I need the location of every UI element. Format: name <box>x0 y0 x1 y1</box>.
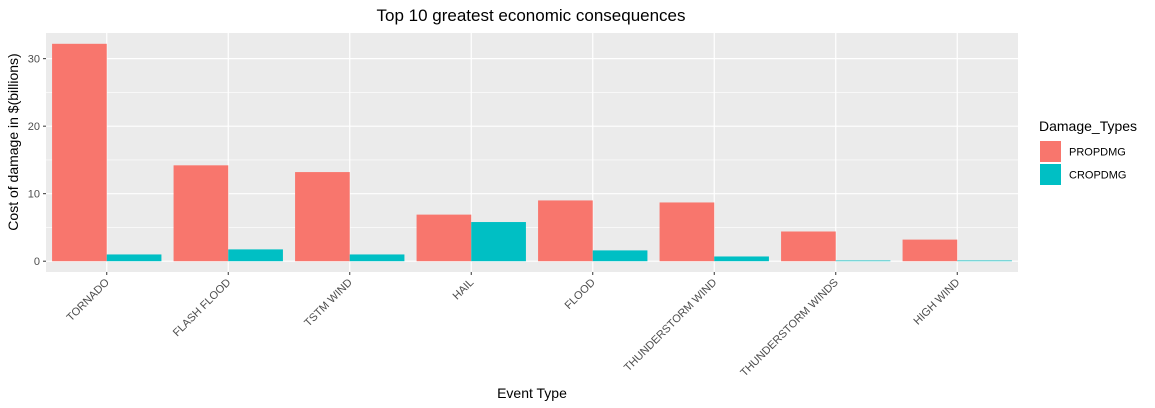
y-tick-label: 30 <box>28 54 40 66</box>
y-tick-label: 0 <box>34 256 40 268</box>
bar-cropdmg-high-wind <box>957 260 1012 262</box>
legend-key-propdmg <box>1040 141 1061 162</box>
bar-propdmg-flash-flood <box>173 165 229 262</box>
bar-propdmg-flood <box>538 200 593 262</box>
bar-propdmg-hail <box>416 214 472 262</box>
legend-title: Damage_Types <box>1039 118 1137 134</box>
legend-key-cropdmg <box>1040 164 1061 185</box>
bar-cropdmg-flash-flood <box>228 249 283 262</box>
bar-propdmg-thunderstorm-winds <box>781 231 836 262</box>
bar-cropdmg-flood <box>592 250 648 262</box>
y-tick-label: 10 <box>28 189 40 201</box>
x-axis-title: Event Type <box>497 385 567 401</box>
y-axis-title: Cost of damage in $(billions) <box>5 53 21 230</box>
legend-label-cropdmg: CROPDMG <box>1069 170 1126 182</box>
bar-propdmg-thunderstorm-wind <box>659 202 715 262</box>
bars <box>52 43 1012 262</box>
legend: Damage_Types PROPDMG CROPDMG <box>1039 118 1137 185</box>
bar-cropdmg-tstm-wind <box>349 254 405 262</box>
bar-propdmg-tornado <box>52 43 107 262</box>
bar-propdmg-tstm-wind <box>295 172 350 262</box>
bar-cropdmg-thunderstorm-winds <box>835 260 891 262</box>
bar-cropdmg-thunderstorm-wind <box>714 256 769 262</box>
legend-label-propdmg: PROPDMG <box>1069 147 1126 159</box>
bar-propdmg-high-wind <box>902 239 958 262</box>
chart-title: Top 10 greatest economic consequences <box>376 6 685 25</box>
bar-cropdmg-tornado <box>106 254 162 262</box>
y-tick-label: 20 <box>28 121 40 133</box>
bar-cropdmg-hail <box>471 222 526 262</box>
